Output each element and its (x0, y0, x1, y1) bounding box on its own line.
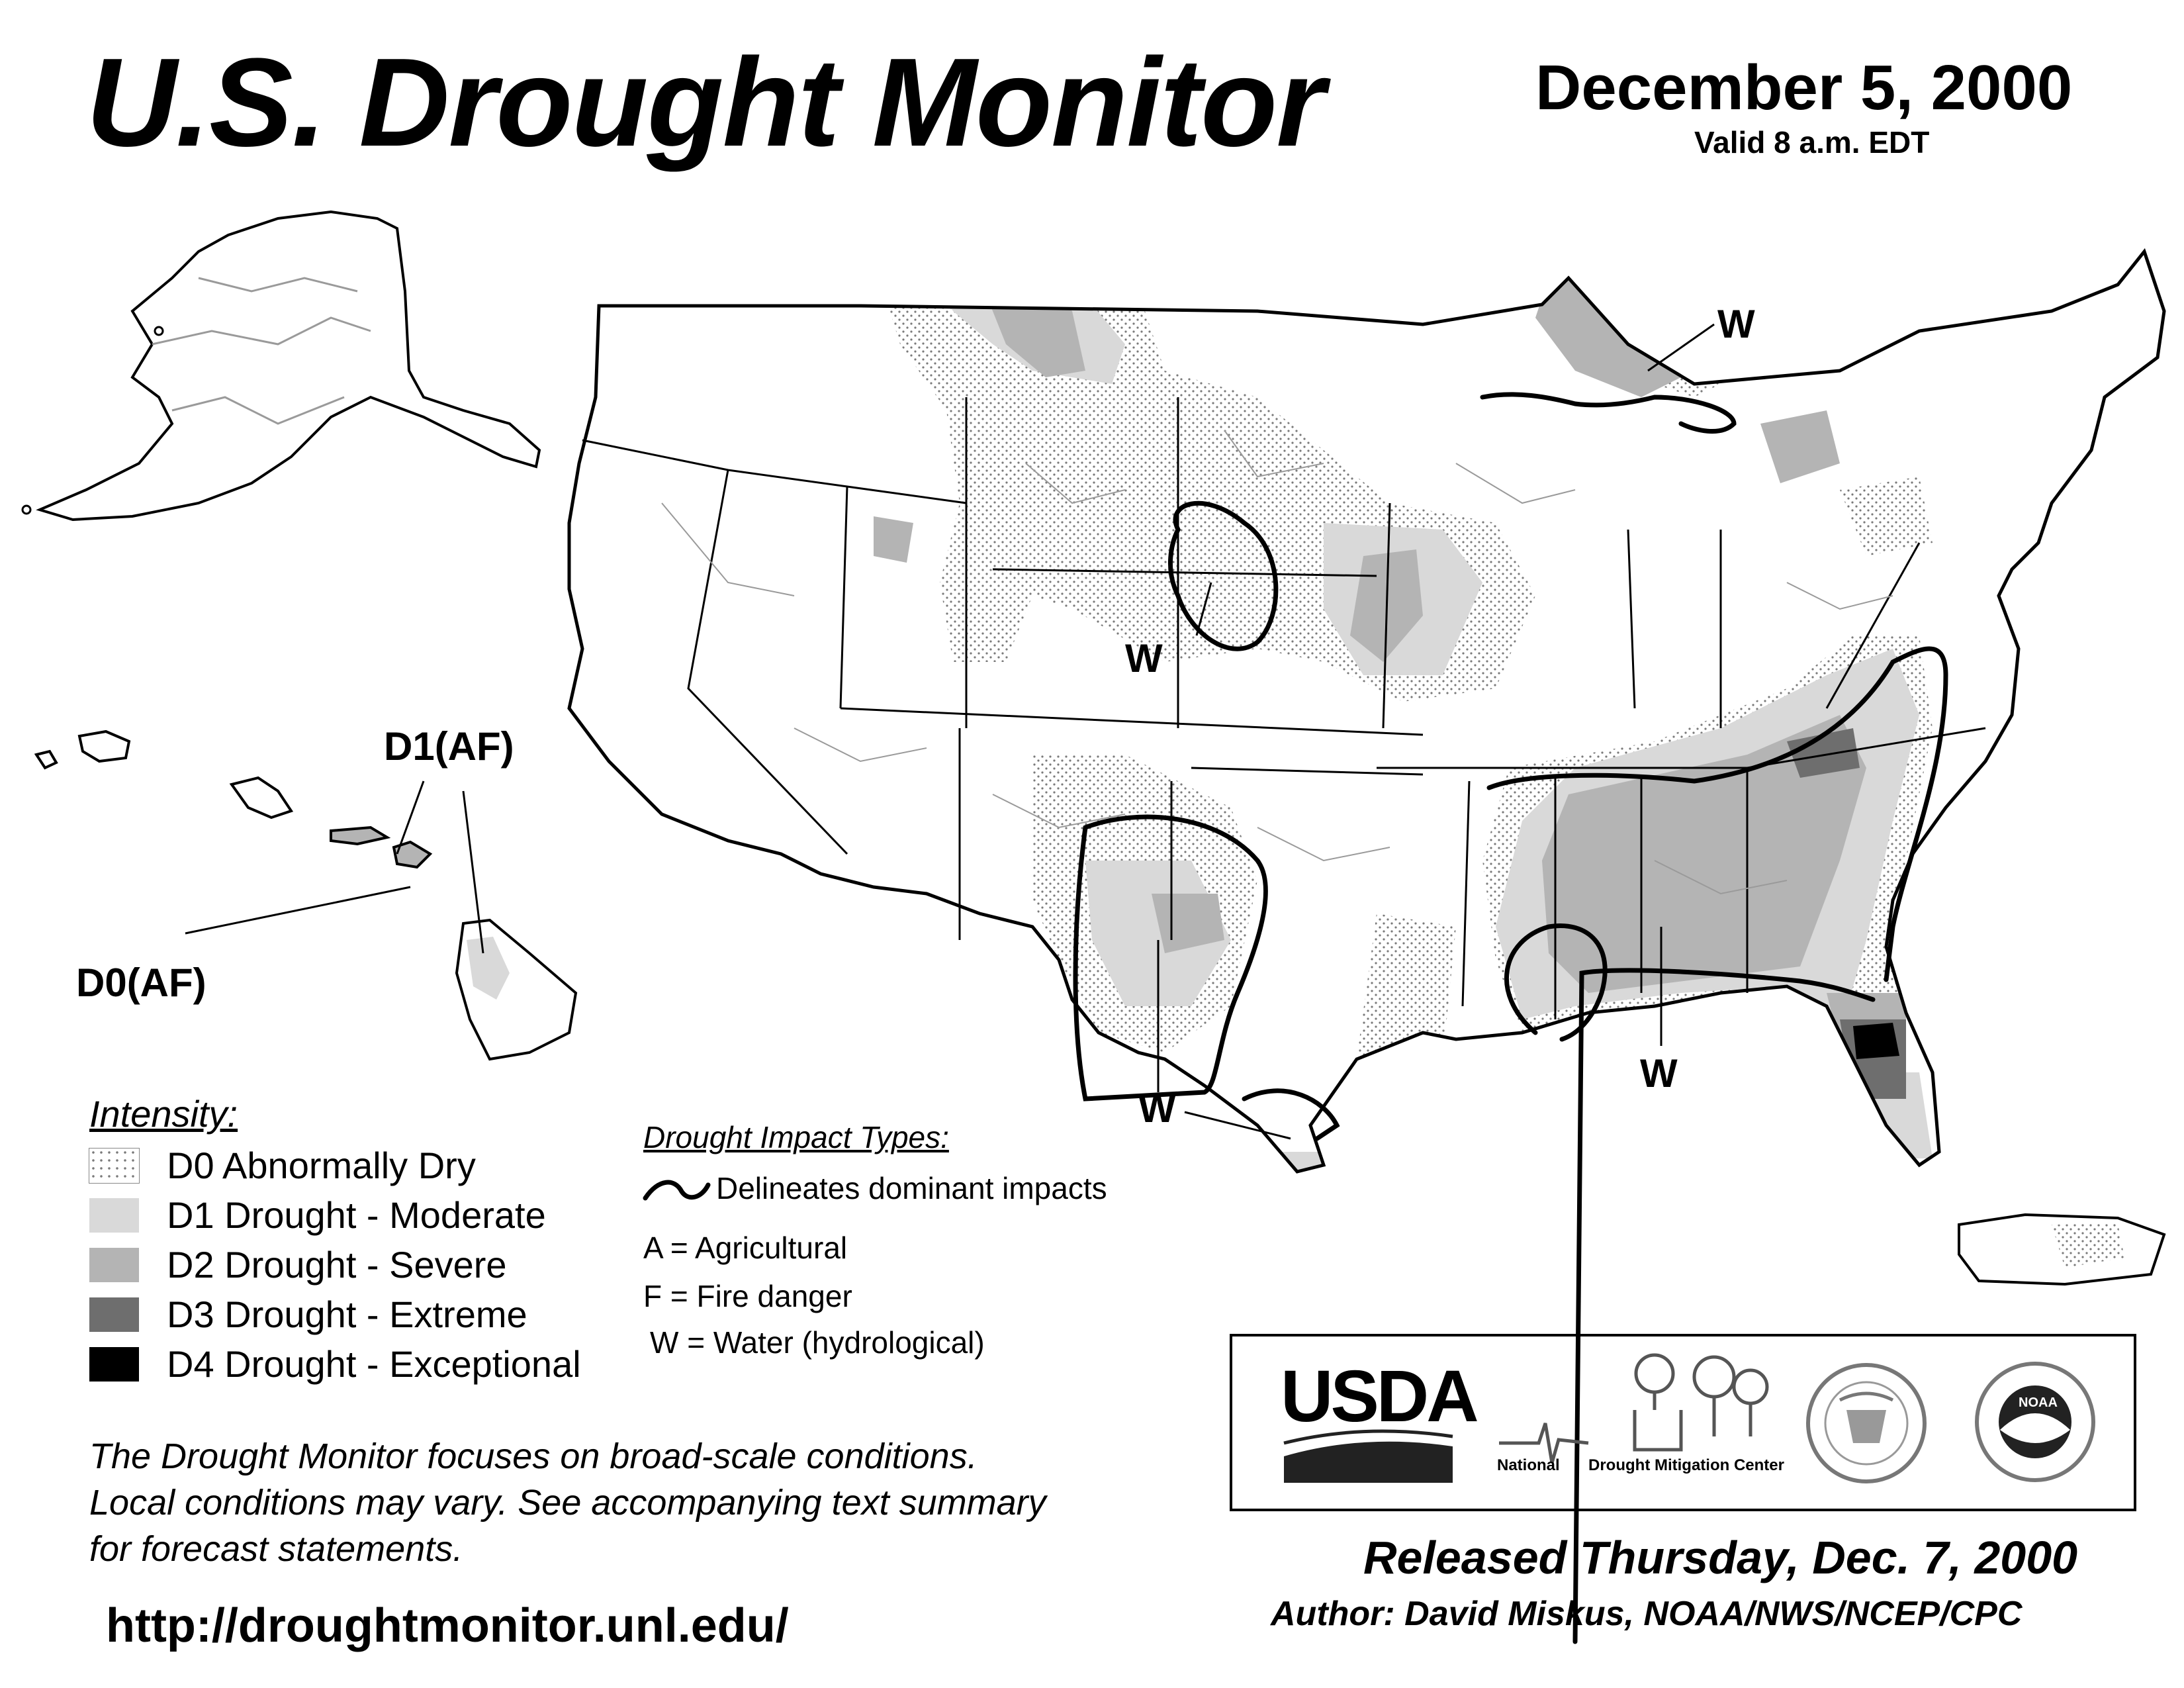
legend-label-d2: D2 Drought - Severe (167, 1244, 507, 1286)
legend-swatch-d2 (89, 1248, 139, 1282)
impact-boundaries (1073, 392, 1948, 1644)
legend-label-d0: D0 Abnormally Dry (167, 1145, 476, 1186)
impact-type-water: W = Water (hydrological) (650, 1325, 985, 1360)
author-credit: Author: David Miskus, NOAA/NWS/NCEP/CPC (1271, 1595, 2023, 1633)
legend-swatch-d3 (89, 1297, 139, 1332)
legend-swatch-d1 (89, 1198, 139, 1233)
disclaimer-note: The Drought Monitor focuses on broad-sca… (89, 1433, 1214, 1572)
ndmc-logo (1499, 1353, 1769, 1464)
impact-heading: Drought Impact Types: (643, 1120, 949, 1154)
legend-label-d3: D3 Drought - Extreme (167, 1293, 527, 1335)
legend-label-d4: D4 Drought - Exceptional (167, 1343, 581, 1385)
legend-swatch-d0 (89, 1148, 140, 1184)
legend-label-d1: D1 Drought - Moderate (167, 1194, 546, 1236)
legend-item-d3: D3 Drought - Extreme (89, 1295, 527, 1335)
usda-wordmark: USDA (1281, 1356, 1479, 1437)
impact-label-southeast: W (1640, 1051, 1678, 1096)
county-boundaries (661, 430, 1893, 895)
impact-line-sample (643, 1180, 711, 1201)
conus-outline (567, 248, 2166, 1174)
noaa-logo (1975, 1362, 2095, 1482)
sponsor-logos-box (1230, 1334, 2136, 1511)
release-date: Released Thursday, Dec. 7, 2000 (1363, 1532, 2078, 1583)
map-date: December 5, 2000 (1535, 52, 2073, 123)
hawaii-d1-label: D1(AF) (384, 724, 514, 769)
page-title: U.S. Drought Monitor (86, 32, 1325, 173)
impact-line-label: Delineates dominant impacts (716, 1171, 1107, 1205)
website-link[interactable]: http://droughtmonitor.unl.edu/ (106, 1599, 789, 1652)
note-line: for forecast statements. (89, 1529, 463, 1569)
impact-label-great-lakes: W (1717, 302, 1755, 346)
ndmc-left-text: National (1497, 1456, 1560, 1474)
legend-item-d0: D0 Abnormally Dry (89, 1146, 476, 1186)
note-line: The Drought Monitor focuses on broad-sca… (89, 1436, 978, 1476)
valid-time: Valid 8 a.m. EDT (1694, 125, 1930, 160)
legend-item-d1: D1 Drought - Moderate (89, 1196, 546, 1235)
puerto-rico-map (1958, 1213, 2166, 1286)
commerce-seal (1806, 1363, 1927, 1483)
impact-type-agricultural: A = Agricultural (643, 1231, 848, 1265)
usda-logo (1283, 1429, 1453, 1483)
drought-areas (867, 252, 1933, 1172)
legend-item-d4: D4 Drought - Exceptional (89, 1344, 581, 1384)
impact-label-central-plains: W (1125, 636, 1163, 680)
ndmc-right-text: Drought Mitigation Center (1588, 1456, 1784, 1474)
noaa-logo-text: NOAA (2019, 1395, 2058, 1410)
state-boundaries (582, 397, 1986, 1019)
legend-swatch-d4 (89, 1347, 139, 1382)
impact-type-fire: F = Fire danger (643, 1279, 852, 1313)
label-leaders (185, 323, 1715, 1140)
legend-item-d2: D2 Drought - Severe (89, 1245, 507, 1285)
alaska-map (21, 210, 541, 522)
hawaii-d0-label: D0(AF) (76, 961, 206, 1005)
hawaii-map (34, 729, 578, 1061)
note-line: Local conditions may vary. See accompany… (89, 1483, 1046, 1523)
impact-label-texas: W (1138, 1086, 1176, 1131)
legend-heading: Intensity: (89, 1093, 238, 1135)
